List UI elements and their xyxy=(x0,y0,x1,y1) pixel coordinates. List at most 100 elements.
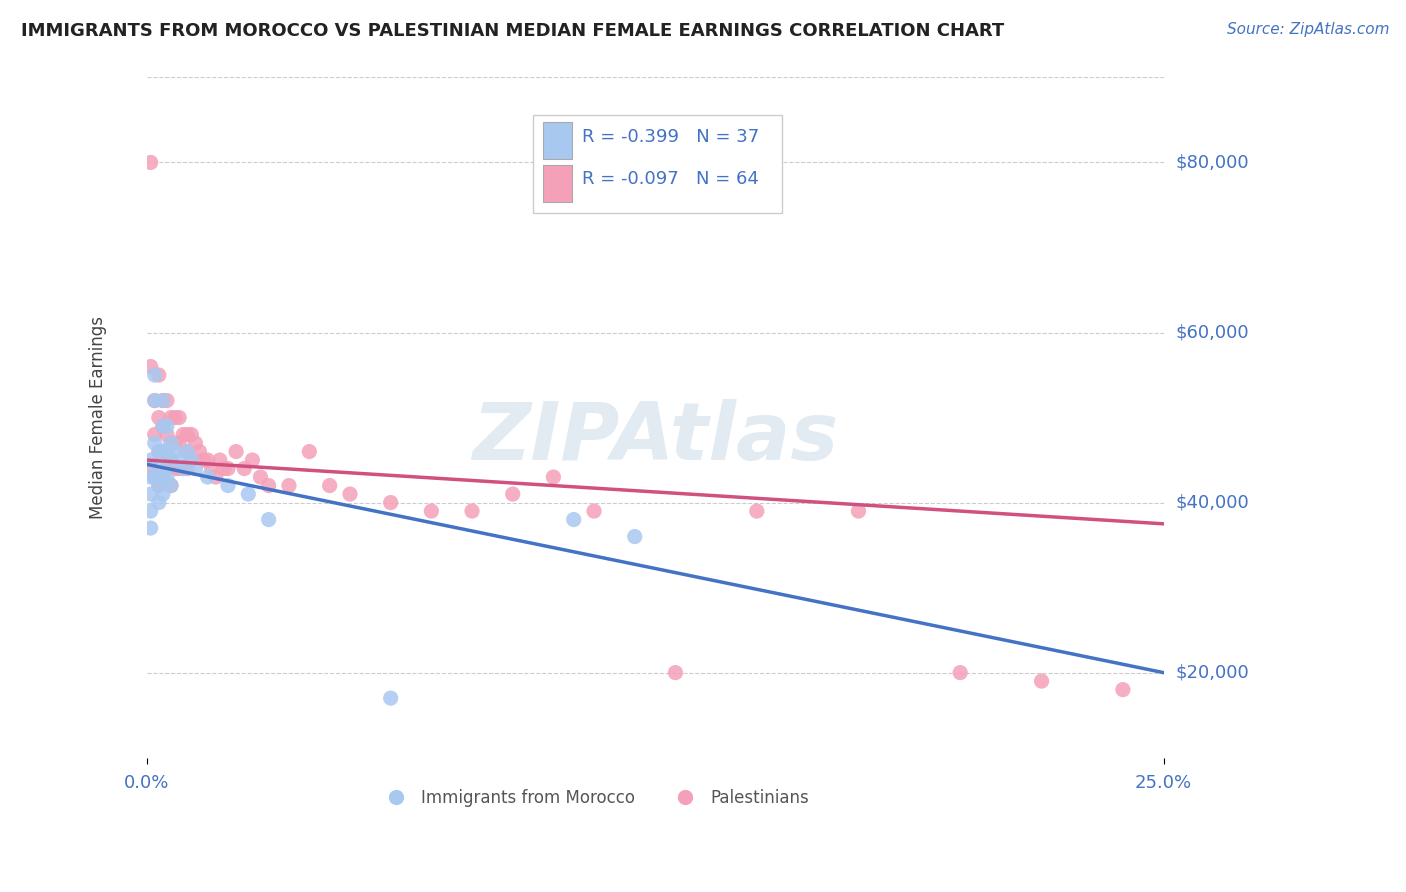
Point xyxy=(278,478,301,492)
Point xyxy=(165,444,187,458)
Point xyxy=(156,444,179,458)
Point xyxy=(156,419,179,434)
Point xyxy=(180,453,202,467)
Text: Median Female Earnings: Median Female Earnings xyxy=(89,316,107,519)
Point xyxy=(143,436,166,450)
Point xyxy=(152,419,174,434)
Text: R = -0.399   N = 37: R = -0.399 N = 37 xyxy=(582,128,759,145)
Point xyxy=(148,495,170,509)
Point xyxy=(139,487,162,501)
Point xyxy=(152,393,174,408)
Point xyxy=(148,478,170,492)
Point xyxy=(184,436,207,450)
Point xyxy=(623,530,645,544)
Point xyxy=(143,470,166,484)
Point xyxy=(217,461,239,475)
Point xyxy=(165,461,187,475)
Point xyxy=(167,453,190,467)
Point xyxy=(156,470,179,484)
Point xyxy=(664,665,686,680)
Point xyxy=(152,470,174,484)
Point xyxy=(208,453,231,467)
Text: IMMIGRANTS FROM MOROCCO VS PALESTINIAN MEDIAN FEMALE EARNINGS CORRELATION CHART: IMMIGRANTS FROM MOROCCO VS PALESTINIAN M… xyxy=(21,22,1004,40)
Point xyxy=(562,512,585,526)
Point xyxy=(143,393,166,408)
Point xyxy=(165,436,187,450)
Point xyxy=(156,461,179,475)
Point xyxy=(172,427,194,442)
Point xyxy=(160,436,183,450)
Point xyxy=(156,393,179,408)
Legend: Immigrants from Morocco, Palestinians: Immigrants from Morocco, Palestinians xyxy=(373,782,815,814)
Point xyxy=(172,461,194,475)
Point xyxy=(152,470,174,484)
Point xyxy=(176,444,198,458)
FancyBboxPatch shape xyxy=(533,115,782,213)
Point xyxy=(139,470,162,484)
Point xyxy=(225,444,247,458)
Point xyxy=(152,487,174,501)
Point xyxy=(160,453,183,467)
Point xyxy=(212,461,235,475)
Text: $40,000: $40,000 xyxy=(1175,493,1250,512)
Point xyxy=(193,453,215,467)
FancyBboxPatch shape xyxy=(543,164,572,202)
Point xyxy=(156,427,179,442)
Point xyxy=(197,453,219,467)
Point xyxy=(380,691,402,706)
Point xyxy=(172,461,194,475)
Point xyxy=(502,487,524,501)
Point xyxy=(201,461,224,475)
Point xyxy=(543,470,565,484)
Point xyxy=(380,495,402,509)
Text: Source: ZipAtlas.com: Source: ZipAtlas.com xyxy=(1226,22,1389,37)
Point xyxy=(461,504,484,518)
Point xyxy=(148,410,170,425)
Point xyxy=(152,419,174,434)
Point xyxy=(176,427,198,442)
Point xyxy=(152,444,174,458)
Point xyxy=(176,461,198,475)
Point xyxy=(139,359,162,374)
Point xyxy=(420,504,443,518)
Point xyxy=(249,470,271,484)
Point xyxy=(257,478,280,492)
Point xyxy=(139,155,162,169)
Point xyxy=(143,427,166,442)
Point xyxy=(180,453,202,467)
Point xyxy=(848,504,870,518)
Point xyxy=(339,487,361,501)
Point xyxy=(240,453,263,467)
Point xyxy=(184,461,207,475)
Point xyxy=(143,368,166,382)
Point xyxy=(160,478,183,492)
Point xyxy=(148,444,170,458)
Point xyxy=(160,453,183,467)
Text: $80,000: $80,000 xyxy=(1175,153,1250,171)
Point xyxy=(139,453,162,467)
FancyBboxPatch shape xyxy=(543,121,572,159)
Point xyxy=(143,393,166,408)
Point xyxy=(197,470,219,484)
Point xyxy=(745,504,768,518)
Point xyxy=(1112,682,1135,697)
Point xyxy=(238,487,260,501)
Point xyxy=(318,478,340,492)
Point xyxy=(167,461,190,475)
Text: ZIPAtlas: ZIPAtlas xyxy=(472,399,838,477)
Point xyxy=(160,410,183,425)
Point xyxy=(143,470,166,484)
Text: $20,000: $20,000 xyxy=(1175,664,1250,681)
Point xyxy=(188,444,211,458)
Point xyxy=(148,461,170,475)
Point xyxy=(139,521,162,535)
Point xyxy=(233,461,256,475)
Point xyxy=(949,665,972,680)
Point xyxy=(176,444,198,458)
Text: R = -0.097   N = 64: R = -0.097 N = 64 xyxy=(582,170,759,188)
Point xyxy=(160,478,183,492)
Point xyxy=(160,436,183,450)
Point xyxy=(583,504,606,518)
Point xyxy=(167,410,190,425)
Point xyxy=(1031,674,1053,689)
